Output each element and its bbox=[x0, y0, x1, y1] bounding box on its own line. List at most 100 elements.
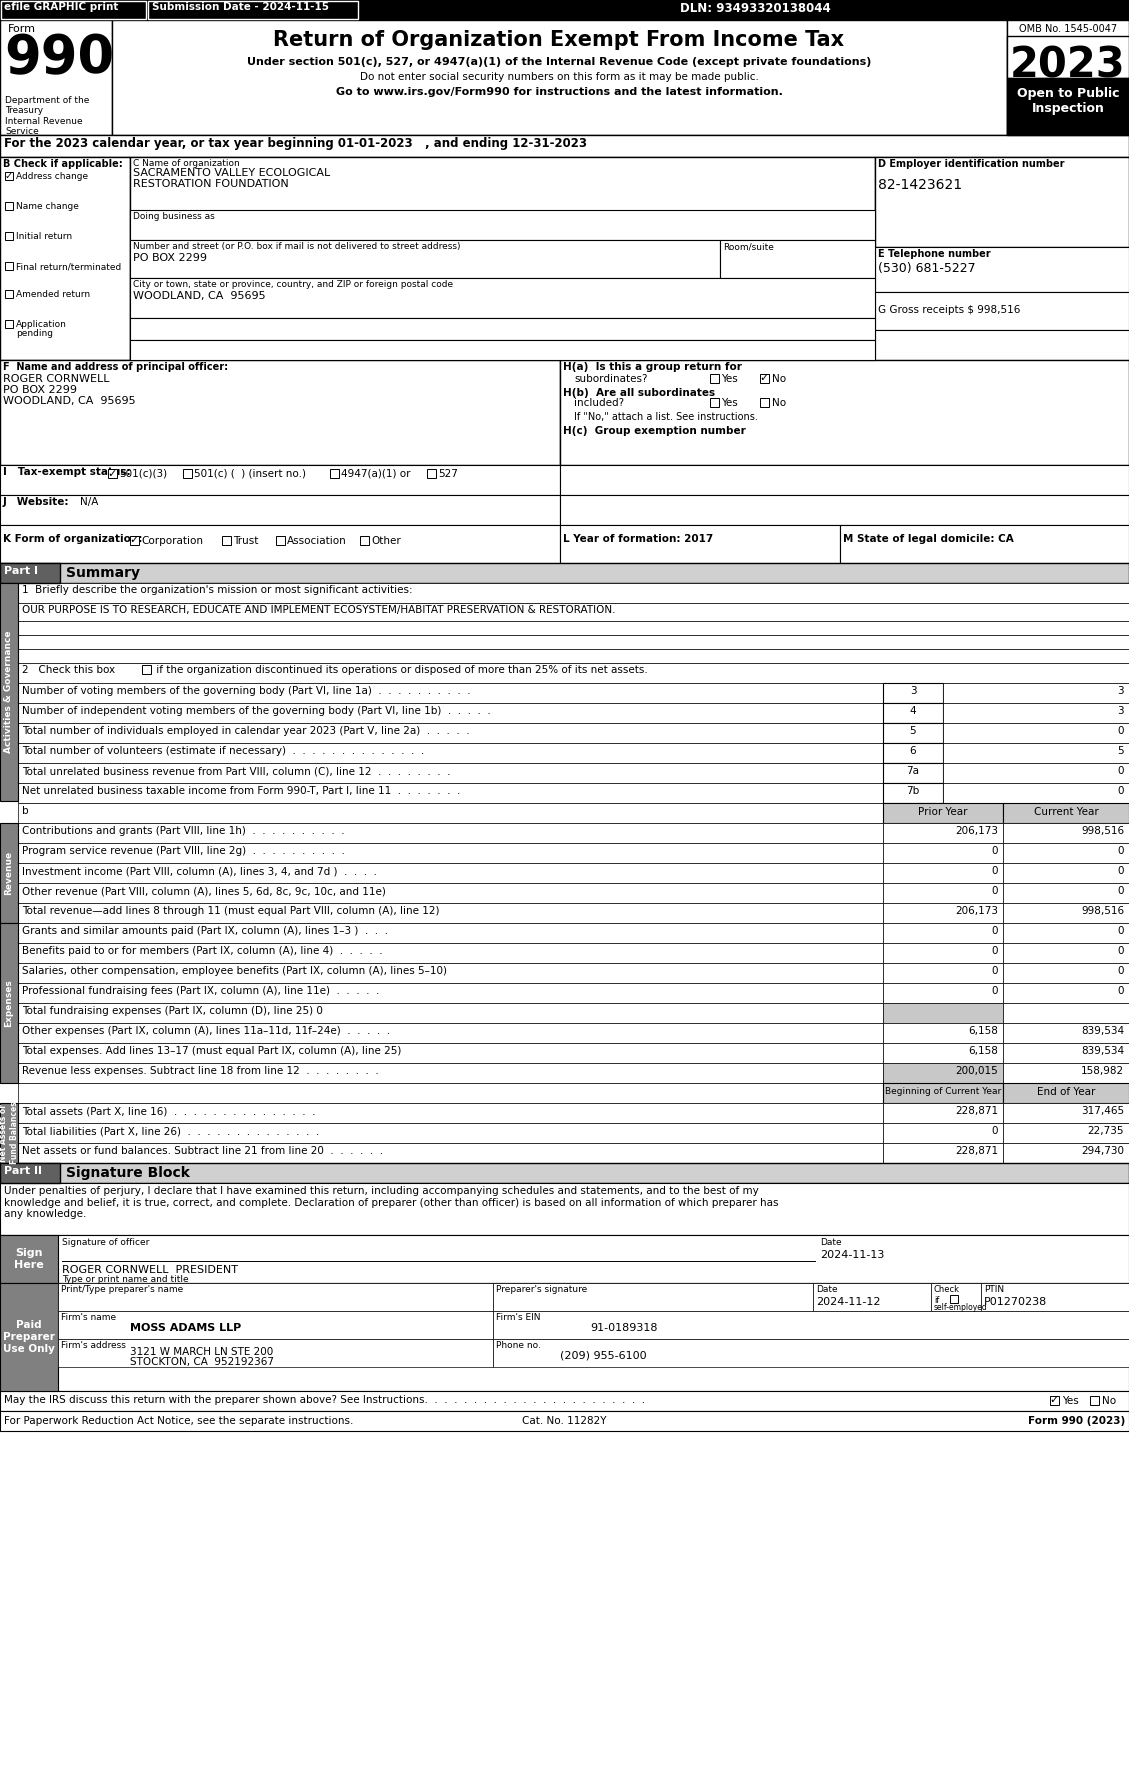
Text: 206,173: 206,173 bbox=[955, 826, 998, 835]
Bar bbox=[1007, 19, 1129, 134]
Text: 82-1423621: 82-1423621 bbox=[878, 178, 962, 192]
Bar bbox=[883, 962, 1003, 984]
Text: Activities & Governance: Activities & Governance bbox=[5, 630, 14, 754]
Bar bbox=[0, 1164, 1129, 1183]
Text: 228,871: 228,871 bbox=[955, 1106, 998, 1116]
Bar bbox=[18, 924, 883, 943]
Bar bbox=[18, 1104, 883, 1123]
Bar bbox=[560, 464, 1129, 494]
Text: L Year of formation: 2017: L Year of formation: 2017 bbox=[563, 533, 714, 544]
Bar bbox=[883, 1003, 1003, 1023]
Text: 0: 0 bbox=[1118, 865, 1124, 876]
Bar bbox=[58, 1284, 493, 1310]
Bar bbox=[5, 231, 14, 240]
Bar bbox=[883, 782, 943, 804]
Bar bbox=[883, 943, 1003, 962]
Bar bbox=[222, 537, 231, 546]
Text: Total fundraising expenses (Part IX, column (D), line 25) 0: Total fundraising expenses (Part IX, col… bbox=[21, 1007, 323, 1015]
Text: Total assets (Part X, line 16)  .  .  .  .  .  .  .  .  .  .  .  .  .  .  .: Total assets (Part X, line 16) . . . . .… bbox=[21, 1106, 315, 1116]
Text: Net assets or fund balances. Subtract line 21 from line 20  .  .  .  .  .  .: Net assets or fund balances. Subtract li… bbox=[21, 1146, 383, 1157]
Bar bbox=[883, 703, 943, 722]
Bar bbox=[943, 683, 1129, 703]
Text: Other revenue (Part VIII, column (A), lines 5, 6d, 8c, 9c, 10c, and 11e): Other revenue (Part VIII, column (A), li… bbox=[21, 887, 386, 895]
Bar bbox=[493, 1310, 1129, 1339]
Bar bbox=[931, 1284, 981, 1310]
Bar bbox=[130, 277, 875, 318]
Bar bbox=[5, 320, 14, 328]
Text: 91-0189318: 91-0189318 bbox=[590, 1323, 657, 1333]
Bar bbox=[18, 662, 1129, 683]
Bar bbox=[5, 261, 14, 270]
Bar bbox=[883, 864, 1003, 883]
Bar bbox=[18, 1123, 883, 1143]
Bar bbox=[943, 743, 1129, 763]
Text: K Form of organization:: K Form of organization: bbox=[3, 533, 142, 544]
Bar bbox=[108, 470, 117, 479]
Text: 998,516: 998,516 bbox=[1080, 826, 1124, 835]
Text: PO BOX 2299: PO BOX 2299 bbox=[133, 253, 207, 263]
Text: 228,871: 228,871 bbox=[955, 1146, 998, 1157]
Text: PTIN: PTIN bbox=[984, 1286, 1004, 1294]
Text: 6: 6 bbox=[910, 745, 917, 756]
Text: Total number of volunteers (estimate if necessary)  .  .  .  .  .  .  .  .  .  .: Total number of volunteers (estimate if … bbox=[21, 745, 425, 756]
Bar bbox=[1003, 1123, 1129, 1143]
Bar bbox=[1003, 962, 1129, 984]
Bar bbox=[883, 683, 943, 703]
Text: b: b bbox=[21, 805, 28, 816]
Bar bbox=[58, 1339, 493, 1367]
Bar bbox=[883, 743, 943, 763]
Bar bbox=[883, 902, 1003, 924]
Bar bbox=[18, 1083, 883, 1104]
Text: Doing business as: Doing business as bbox=[133, 212, 215, 221]
Text: 1  Briefly describe the organization's mission or most significant activities:: 1 Briefly describe the organization's mi… bbox=[21, 585, 412, 595]
Text: ✓: ✓ bbox=[130, 535, 139, 546]
Text: Total number of individuals employed in calendar year 2023 (Part V, line 2a)  . : Total number of individuals employed in … bbox=[21, 726, 470, 736]
Bar bbox=[18, 636, 1129, 648]
Text: Total unrelated business revenue from Part VIII, column (C), line 12  .  .  .  .: Total unrelated business revenue from Pa… bbox=[21, 766, 450, 775]
Bar bbox=[883, 924, 1003, 943]
Text: 4: 4 bbox=[910, 706, 917, 715]
Text: Contributions and grants (Part VIII, line 1h)  .  .  .  .  .  .  .  .  .  .: Contributions and grants (Part VIII, lin… bbox=[21, 826, 344, 835]
Bar bbox=[813, 1284, 931, 1310]
Bar bbox=[18, 984, 883, 1003]
Text: H(b)  Are all subordinates: H(b) Are all subordinates bbox=[563, 389, 715, 397]
Bar bbox=[1003, 1143, 1129, 1164]
Bar bbox=[18, 683, 883, 703]
Text: Paid
Preparer
Use Only: Paid Preparer Use Only bbox=[3, 1321, 55, 1353]
Text: Under section 501(c), 527, or 4947(a)(1) of the Internal Revenue Code (except pr: Under section 501(c), 527, or 4947(a)(1)… bbox=[247, 57, 872, 67]
Bar bbox=[5, 171, 14, 180]
Bar bbox=[0, 1164, 60, 1183]
Bar bbox=[1003, 804, 1129, 823]
Bar bbox=[5, 290, 14, 298]
Bar bbox=[18, 883, 883, 902]
Bar bbox=[0, 823, 18, 924]
Text: 7b: 7b bbox=[907, 786, 920, 796]
Bar bbox=[760, 374, 769, 383]
Text: 317,465: 317,465 bbox=[1080, 1106, 1124, 1116]
Bar bbox=[1003, 864, 1129, 883]
Bar bbox=[883, 722, 943, 743]
Bar bbox=[493, 1284, 813, 1310]
Text: Net unrelated business taxable income from Form 990-T, Part I, line 11  .  .  . : Net unrelated business taxable income fr… bbox=[21, 786, 461, 796]
Text: 839,534: 839,534 bbox=[1080, 1026, 1124, 1037]
Bar bbox=[493, 1339, 1129, 1367]
Bar bbox=[0, 924, 18, 1083]
Bar bbox=[1003, 1104, 1129, 1123]
Text: Form 990 (2023): Form 990 (2023) bbox=[1027, 1416, 1124, 1425]
Bar bbox=[0, 563, 60, 583]
Bar bbox=[1003, 823, 1129, 842]
Text: pending: pending bbox=[16, 328, 53, 337]
Bar bbox=[18, 1023, 883, 1044]
Text: Date: Date bbox=[816, 1286, 838, 1294]
Bar bbox=[18, 1003, 883, 1023]
Text: 0: 0 bbox=[991, 865, 998, 876]
Text: Yes: Yes bbox=[1062, 1395, 1078, 1406]
Text: Return of Organization Exempt From Income Tax: Return of Organization Exempt From Incom… bbox=[273, 30, 844, 49]
Text: 0: 0 bbox=[991, 966, 998, 977]
Bar bbox=[1089, 1395, 1099, 1406]
Text: ✓: ✓ bbox=[760, 373, 769, 383]
Text: 22,735: 22,735 bbox=[1087, 1127, 1124, 1136]
Bar bbox=[130, 537, 139, 546]
Text: Investment income (Part VIII, column (A), lines 3, 4, and 7d )  .  .  .  .: Investment income (Part VIII, column (A)… bbox=[21, 865, 377, 876]
Text: 0: 0 bbox=[1118, 846, 1124, 857]
